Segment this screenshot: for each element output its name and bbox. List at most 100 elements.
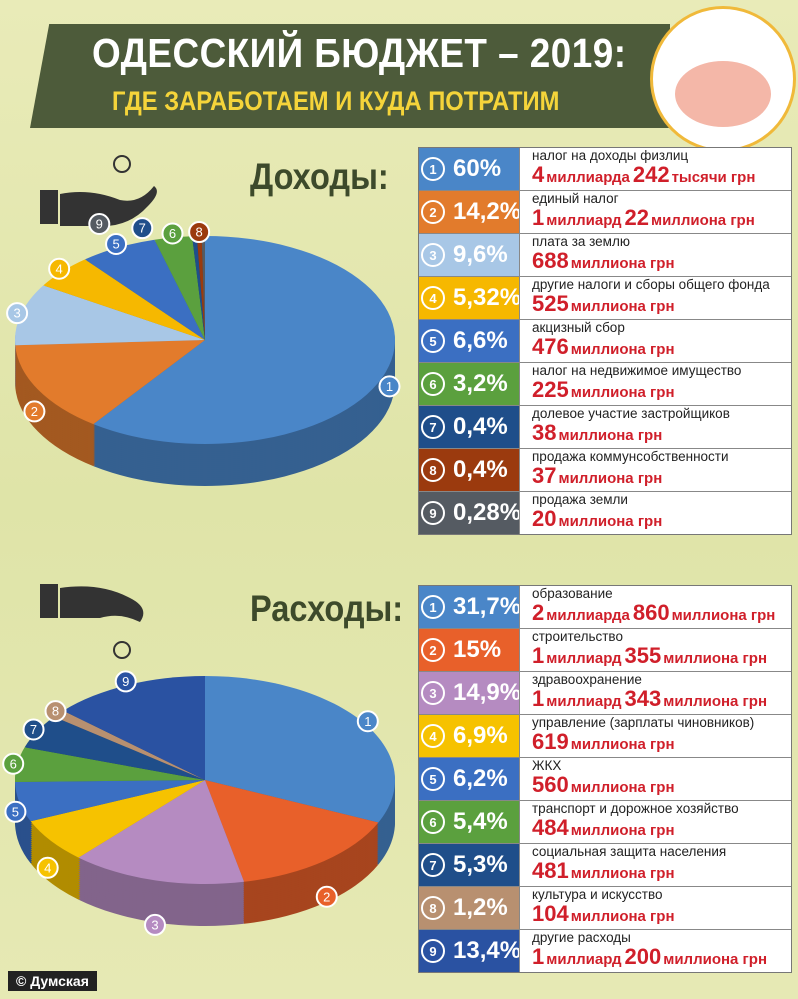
percent-cell: 8 0,4%: [419, 449, 519, 491]
percent-value: 13,4%: [453, 937, 522, 964]
slice-label: 5: [4, 800, 27, 823]
category-label: налог на недвижимое имущество: [532, 363, 742, 378]
pie-slice: [196, 236, 205, 340]
amount-part: 200: [624, 944, 662, 969]
percent-value: 6,2%: [453, 765, 508, 792]
amount-part: 225: [532, 377, 569, 402]
amount-part: 1: [532, 686, 545, 711]
slice-label: 6: [2, 752, 25, 775]
amount-part: 38: [532, 420, 557, 445]
item-number: 9: [421, 939, 445, 963]
amount-part: 355: [624, 643, 662, 668]
slice-label: 9: [88, 213, 111, 236]
percent-cell: 3 9,6%: [419, 234, 519, 276]
description-cell: плата за землю 688 миллиона грн: [519, 234, 791, 276]
description-cell: ЖКХ 560 миллиона грн: [519, 758, 791, 800]
amount-part: миллиона грн: [570, 736, 675, 753]
slice-label: 7: [22, 718, 45, 741]
amount-part: миллиона грн: [558, 427, 663, 444]
percent-value: 0,4%: [453, 456, 508, 483]
percent-cell: 5 6,6%: [419, 320, 519, 362]
pie-slice: [192, 236, 205, 340]
percent-cell: 1 60%: [419, 148, 519, 190]
percent-cell: 7 0,4%: [419, 406, 519, 448]
percent-value: 0,28%: [453, 499, 522, 526]
category-label: налог на доходы физлиц: [532, 148, 689, 163]
amount-part: миллиона грн: [558, 470, 663, 487]
slice-label: 9: [114, 670, 137, 693]
pie-slice: [93, 236, 395, 444]
amount-part: 1: [532, 205, 545, 230]
amount-part: миллиона грн: [650, 212, 755, 229]
slice-number: 2: [323, 889, 330, 904]
slice-label: 3: [143, 913, 166, 936]
percent-value: 0,4%: [453, 413, 508, 440]
pie-slice: [24, 716, 205, 780]
pie-slice: [15, 285, 206, 346]
item-number: 6: [421, 810, 445, 834]
amount-part: миллиона грн: [570, 822, 675, 839]
pie-slice: [78, 780, 245, 884]
category-label: плата за землю: [532, 234, 630, 249]
percent-cell: 4 5,32%: [419, 277, 522, 319]
amount-part: 343: [624, 686, 662, 711]
amount: 560 миллиона грн: [532, 773, 791, 800]
percent-value: 6,6%: [453, 327, 508, 354]
category-label: социальная защита населения: [532, 844, 727, 859]
amount-part: миллиард: [546, 951, 622, 968]
slice-number: 7: [30, 722, 37, 737]
amount: 476 миллиона грн: [532, 335, 791, 362]
amount-part: 2: [532, 600, 545, 625]
percent-cell: 6 5,4%: [419, 801, 519, 843]
slice-label: 4: [48, 257, 71, 280]
slice-number: 9: [122, 674, 129, 689]
table-row: 6 3,2% налог на недвижимое имущество 225 мил…: [419, 363, 791, 406]
amount-part: миллиона грн: [671, 607, 776, 624]
description-cell: продажа коммунсобственности 37 миллиона гр…: [519, 449, 791, 491]
pie-slice: [14, 747, 205, 782]
amount-part: 104: [532, 901, 569, 926]
amount-part: миллиарда: [546, 169, 630, 186]
pie-slice: [54, 710, 206, 780]
percent-value: 6,9%: [453, 722, 508, 749]
slice-number: 4: [56, 261, 63, 276]
slice-label: 4: [36, 856, 59, 879]
amount-part: миллиона грн: [570, 341, 675, 358]
description-cell: управление (зарплаты чиновников) 619 милли…: [519, 715, 791, 757]
percent-value: 5,32%: [453, 284, 522, 311]
category-label: другие расходы: [532, 930, 631, 945]
amount: 38 миллиона грн: [532, 421, 791, 448]
pie-slice: [154, 236, 205, 340]
description-cell: образование 2 миллиарда 860 миллиона грн: [519, 586, 791, 628]
percent-value: 3,2%: [453, 370, 508, 397]
amount-part: миллиона грн: [570, 779, 675, 796]
table-row: 8 0,4% продажа коммунсобственности 37 миллио…: [419, 449, 791, 492]
category-label: другие налоги и сборы общего фонда: [532, 277, 770, 292]
table-row: 9 0,28% продажа земли 20 миллиона грн: [419, 492, 791, 534]
item-number: 1: [421, 157, 445, 181]
amount: 104 миллиона грн: [532, 902, 791, 929]
table-row: 6 5,4% транспорт и дорожное хозяйство 484 ми…: [419, 801, 791, 844]
slice-number: 6: [10, 756, 17, 771]
category-label: долевое участие застройщиков: [532, 406, 730, 421]
description-cell: другие налоги и сборы общего фонда 525 мил…: [519, 277, 791, 319]
table-row: 2 15% строительство 1 миллиард 355 миллиона гр…: [419, 629, 791, 672]
table-row: 7 0,4% долевое участие застройщиков 38 милли…: [419, 406, 791, 449]
amount-part: миллиона грн: [558, 513, 663, 530]
slice-number: 1: [386, 379, 393, 394]
item-number: 2: [421, 200, 445, 224]
item-number: 9: [421, 501, 445, 525]
amount: 1 миллиард 200 миллиона грн: [532, 945, 791, 972]
amount: 1 миллиард 355 миллиона грн: [532, 644, 791, 671]
expense-heading: Расходы:: [250, 588, 404, 629]
item-number: 3: [421, 243, 445, 267]
amount-part: миллиарда: [546, 607, 630, 624]
description-cell: налог на доходы физлиц 4 миллиарда 242 тысяч…: [519, 148, 791, 190]
category-label: образование: [532, 586, 613, 601]
category-label: ЖКХ: [532, 758, 562, 773]
amount-part: миллиона грн: [570, 298, 675, 315]
table-row: 3 14,9% здравоохранение 1 миллиард 343 миллион…: [419, 672, 791, 715]
slice-label: 2: [23, 400, 46, 423]
income-table: 1 60% налог на доходы физлиц 4 миллиарда 242 т…: [418, 147, 792, 535]
item-number: 2: [421, 638, 445, 662]
